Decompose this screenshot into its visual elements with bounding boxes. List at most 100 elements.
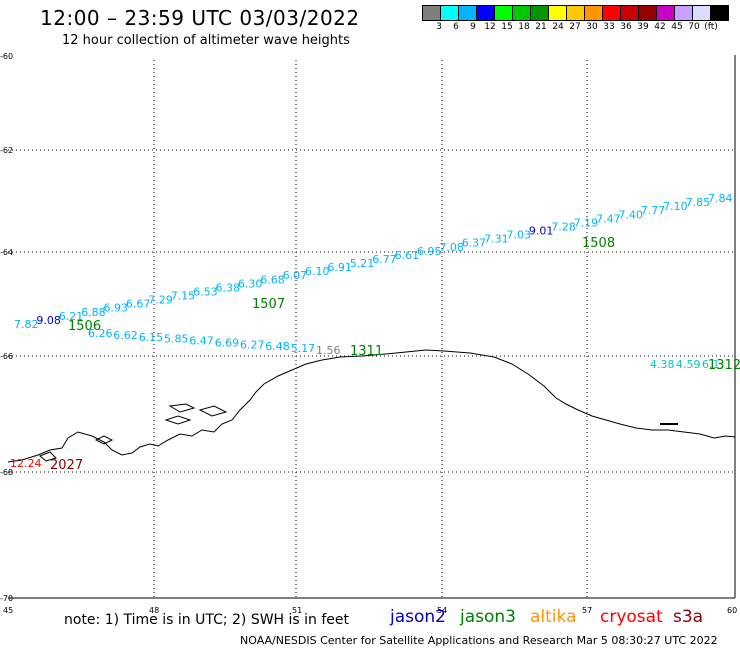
swh-value: 6.88 (81, 306, 106, 319)
map-title: 12:00 – 23:59 UTC 03/03/2022 (40, 6, 360, 30)
lat-label: -68 (0, 468, 13, 477)
colorbar-swatch (639, 5, 657, 21)
pass-id: 1507 (252, 297, 285, 312)
swh-value: 6.91 (327, 261, 352, 274)
legend-s3a: s3a (673, 607, 704, 627)
colorbar-label: 24 (552, 22, 564, 32)
pass-id: 1311 (350, 344, 383, 359)
swh-value: 6.30 (238, 277, 263, 290)
lat-label: -66 (0, 352, 13, 361)
colorbar (422, 5, 729, 21)
colorbar-label: 9 (470, 22, 476, 32)
island-5 (39, 451, 57, 462)
colorbar-label: (ft) (704, 22, 718, 32)
colorbar-label: 15 (501, 22, 513, 32)
colorbar-swatch (495, 5, 513, 21)
swh-value: 6.93 (104, 302, 129, 315)
swh-value: 6.62 (113, 329, 138, 342)
antarctic-coastline (7, 349, 736, 463)
colorbar-swatch (459, 5, 477, 21)
colorbar-label: 42 (654, 22, 666, 32)
swh-value: 7.19 (574, 216, 599, 229)
swh-value: 7.77 (641, 204, 666, 217)
island-3 (164, 415, 192, 425)
lon-label: 48 (149, 606, 159, 615)
colorbar-swatch (422, 5, 441, 21)
colorbar-label: 30 (586, 22, 598, 32)
swh-value: 6.10 (305, 265, 330, 278)
lon-label: 51 (292, 606, 302, 615)
footnote: note: 1) Time is in UTC; 2) SWH is in fe… (64, 612, 350, 628)
swh-value: 6.68 (260, 273, 285, 286)
colorbar-swatch (513, 5, 531, 21)
swh-value: 6.77 (372, 253, 397, 266)
colorbar-label: 18 (518, 22, 530, 32)
colorbar-swatch (693, 5, 711, 21)
pass-id: 2027 (50, 458, 83, 473)
swh-value: 6.47 (189, 335, 214, 348)
colorbar-swatch (621, 5, 639, 21)
colorbar-label: 36 (620, 22, 632, 32)
swh-value: 6.27 (240, 338, 265, 351)
pass-id: 1506 (68, 319, 101, 334)
swh-value: 5.17 (291, 342, 316, 355)
swh-value: 6.67 (126, 298, 150, 311)
legend-jason2: jason2 (390, 607, 446, 627)
swh-value: 6.53 (193, 286, 218, 299)
colorbar-label: 12 (484, 22, 496, 32)
lon-label: 54 (437, 606, 447, 615)
colorbar-label: 33 (603, 22, 615, 32)
swh-value: 12.24 (10, 457, 42, 470)
colorbar-label: 27 (569, 22, 581, 32)
colorbar-label: 6 (453, 22, 459, 32)
island-2 (198, 405, 228, 417)
colorbar-swatch (531, 5, 549, 21)
swh-value: 7.82 (14, 318, 39, 331)
swh-value: 7.85 (686, 196, 711, 209)
swh-value: 6.61 (395, 249, 420, 262)
swh-value: 7.28 (551, 221, 576, 234)
lat-label: -64 (0, 248, 13, 257)
lat-label: -62 (0, 146, 13, 155)
pass-id: 1312 (708, 358, 740, 373)
island-1 (168, 403, 196, 413)
colorbar-label: 21 (535, 22, 547, 32)
colorbar-label: 70 (688, 22, 700, 32)
swh-value: 7.84 (708, 192, 733, 205)
lon-label: 57 (582, 606, 592, 615)
swh-value: 7.10 (663, 200, 688, 213)
swh-value: 7.29 (148, 294, 173, 307)
credit-line: NOAA/NESDIS Center for Satellite Applica… (240, 634, 718, 647)
colorbar-swatch (603, 5, 621, 21)
colorbar-label: 45 (671, 22, 683, 32)
colorbar-label: 39 (637, 22, 649, 32)
swh-value: 7.03 (507, 229, 532, 242)
swh-value: 5.85 (164, 333, 189, 346)
colorbar-swatch (549, 5, 567, 21)
colorbar-label: 3 (436, 22, 442, 32)
swh-value: 7.31 (484, 233, 509, 246)
swh-value: 6.38 (216, 281, 241, 294)
lat-label: -60 (0, 52, 13, 61)
swh-value: 7.08 (439, 241, 464, 254)
colorbar-swatch (711, 5, 729, 21)
swh-value: 4.59 (676, 358, 701, 371)
lon-label: 60 (727, 606, 737, 615)
colorbar-swatch (441, 5, 459, 21)
swh-value: 7.47 (596, 212, 621, 225)
swh-value: 6.95 (417, 245, 442, 258)
legend-jason3: jason3 (460, 607, 516, 627)
swh-value: 6.69 (215, 336, 240, 349)
colorbar-swatch (657, 5, 675, 21)
grid (8, 60, 735, 598)
lon-label: 45 (3, 606, 13, 615)
island-4 (94, 435, 114, 445)
pass-id: 1508 (582, 236, 615, 251)
swh-value: 7.15 (171, 290, 196, 303)
legend-cryosat: cryosat (600, 607, 663, 627)
swh-value: 6.21 (59, 310, 84, 323)
swh-value: 1.56 (316, 344, 341, 357)
legend-altika: altika (530, 607, 577, 627)
swh-value: 6.37 (462, 237, 487, 250)
